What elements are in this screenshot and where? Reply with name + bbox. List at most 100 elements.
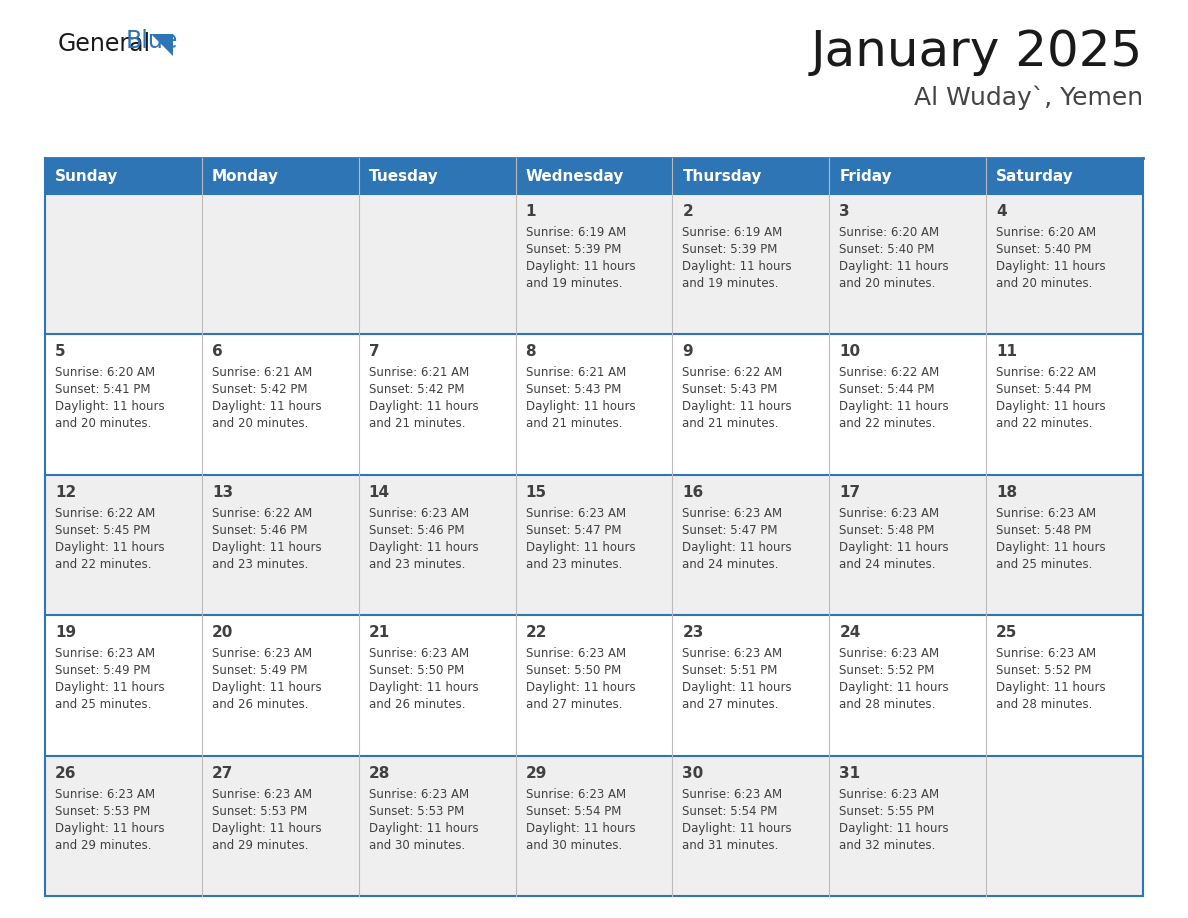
Text: Sunrise: 6:23 AM: Sunrise: 6:23 AM: [525, 647, 626, 660]
Bar: [359, 334, 516, 475]
Text: 15: 15: [525, 485, 546, 499]
Text: Sunrise: 6:22 AM: Sunrise: 6:22 AM: [55, 507, 156, 520]
Text: 22: 22: [525, 625, 546, 640]
Text: Daylight: 11 hours: Daylight: 11 hours: [211, 541, 322, 554]
Text: Sunrise: 6:23 AM: Sunrise: 6:23 AM: [839, 507, 940, 520]
Bar: [829, 475, 986, 615]
Bar: [829, 158, 986, 194]
Text: and 21 minutes.: and 21 minutes.: [368, 418, 466, 431]
Text: Sunset: 5:47 PM: Sunset: 5:47 PM: [682, 524, 778, 537]
Text: and 20 minutes.: and 20 minutes.: [55, 418, 151, 431]
Text: and 27 minutes.: and 27 minutes.: [525, 699, 623, 711]
Text: 7: 7: [368, 344, 379, 360]
Bar: [829, 756, 986, 896]
Text: Blue: Blue: [126, 29, 178, 53]
Text: and 25 minutes.: and 25 minutes.: [55, 699, 151, 711]
Text: Sunset: 5:45 PM: Sunset: 5:45 PM: [55, 524, 151, 537]
Text: and 29 minutes.: and 29 minutes.: [211, 839, 309, 852]
Bar: [359, 475, 516, 615]
Text: Sunrise: 6:23 AM: Sunrise: 6:23 AM: [682, 507, 783, 520]
Text: Sunset: 5:48 PM: Sunset: 5:48 PM: [839, 524, 935, 537]
Polygon shape: [151, 34, 173, 56]
Text: 19: 19: [55, 625, 76, 640]
Text: Wednesday: Wednesday: [525, 169, 624, 184]
Text: 2: 2: [682, 204, 693, 219]
Text: Sunset: 5:53 PM: Sunset: 5:53 PM: [55, 804, 150, 818]
Bar: [202, 194, 359, 334]
Text: and 30 minutes.: and 30 minutes.: [368, 839, 465, 852]
Text: Sunset: 5:55 PM: Sunset: 5:55 PM: [839, 804, 935, 818]
Text: Sunset: 5:41 PM: Sunset: 5:41 PM: [55, 384, 151, 397]
Text: Daylight: 11 hours: Daylight: 11 hours: [211, 822, 322, 834]
Text: Daylight: 11 hours: Daylight: 11 hours: [682, 822, 792, 834]
Text: Sunrise: 6:23 AM: Sunrise: 6:23 AM: [997, 647, 1097, 660]
Text: and 28 minutes.: and 28 minutes.: [997, 699, 1093, 711]
Text: Daylight: 11 hours: Daylight: 11 hours: [368, 681, 479, 694]
Text: 25: 25: [997, 625, 1017, 640]
Text: 20: 20: [211, 625, 233, 640]
Text: 17: 17: [839, 485, 860, 499]
Bar: [986, 158, 1143, 194]
Text: Sunrise: 6:23 AM: Sunrise: 6:23 AM: [211, 647, 312, 660]
Text: Friday: Friday: [839, 169, 892, 184]
Bar: [45, 334, 202, 475]
Text: and 28 minutes.: and 28 minutes.: [839, 699, 936, 711]
Text: Al Wuday`, Yemen: Al Wuday`, Yemen: [914, 86, 1143, 110]
Text: Sunset: 5:42 PM: Sunset: 5:42 PM: [211, 384, 308, 397]
Bar: [45, 756, 202, 896]
Text: Daylight: 11 hours: Daylight: 11 hours: [368, 541, 479, 554]
Text: 27: 27: [211, 766, 233, 780]
Text: Daylight: 11 hours: Daylight: 11 hours: [839, 260, 949, 273]
Text: Thursday: Thursday: [682, 169, 762, 184]
Bar: [45, 158, 202, 194]
Bar: [45, 615, 202, 756]
Bar: [202, 475, 359, 615]
Text: Daylight: 11 hours: Daylight: 11 hours: [368, 822, 479, 834]
Text: Sunrise: 6:23 AM: Sunrise: 6:23 AM: [525, 788, 626, 800]
Bar: [359, 615, 516, 756]
Text: Sunset: 5:52 PM: Sunset: 5:52 PM: [839, 665, 935, 677]
Text: 5: 5: [55, 344, 65, 360]
Text: Daylight: 11 hours: Daylight: 11 hours: [525, 400, 636, 413]
Text: Sunrise: 6:23 AM: Sunrise: 6:23 AM: [368, 647, 469, 660]
Text: Sunrise: 6:22 AM: Sunrise: 6:22 AM: [997, 366, 1097, 379]
Text: Daylight: 11 hours: Daylight: 11 hours: [682, 260, 792, 273]
Text: Sunrise: 6:22 AM: Sunrise: 6:22 AM: [682, 366, 783, 379]
Text: 31: 31: [839, 766, 860, 780]
Text: 28: 28: [368, 766, 390, 780]
Text: January 2025: January 2025: [810, 28, 1143, 76]
Text: Sunset: 5:49 PM: Sunset: 5:49 PM: [55, 665, 151, 677]
Text: Sunrise: 6:20 AM: Sunrise: 6:20 AM: [997, 226, 1097, 239]
Text: 29: 29: [525, 766, 546, 780]
Text: Daylight: 11 hours: Daylight: 11 hours: [839, 400, 949, 413]
Text: Sunset: 5:54 PM: Sunset: 5:54 PM: [682, 804, 778, 818]
Text: Sunset: 5:54 PM: Sunset: 5:54 PM: [525, 804, 621, 818]
Text: Sunset: 5:50 PM: Sunset: 5:50 PM: [525, 665, 621, 677]
Text: Daylight: 11 hours: Daylight: 11 hours: [682, 541, 792, 554]
Text: Sunrise: 6:23 AM: Sunrise: 6:23 AM: [368, 788, 469, 800]
Text: Daylight: 11 hours: Daylight: 11 hours: [525, 681, 636, 694]
Text: Daylight: 11 hours: Daylight: 11 hours: [525, 260, 636, 273]
Bar: [45, 475, 202, 615]
Text: 11: 11: [997, 344, 1017, 360]
Bar: [986, 475, 1143, 615]
Text: Sunset: 5:46 PM: Sunset: 5:46 PM: [211, 524, 308, 537]
Bar: [516, 334, 672, 475]
Text: Sunrise: 6:23 AM: Sunrise: 6:23 AM: [211, 788, 312, 800]
Text: Sunrise: 6:21 AM: Sunrise: 6:21 AM: [368, 366, 469, 379]
Text: Sunset: 5:50 PM: Sunset: 5:50 PM: [368, 665, 465, 677]
Text: and 24 minutes.: and 24 minutes.: [839, 558, 936, 571]
Text: Monday: Monday: [211, 169, 279, 184]
Text: 23: 23: [682, 625, 703, 640]
Text: Sunset: 5:44 PM: Sunset: 5:44 PM: [839, 384, 935, 397]
Bar: [986, 615, 1143, 756]
Bar: [516, 194, 672, 334]
Text: Daylight: 11 hours: Daylight: 11 hours: [55, 681, 165, 694]
Text: Sunrise: 6:20 AM: Sunrise: 6:20 AM: [55, 366, 156, 379]
Text: Daylight: 11 hours: Daylight: 11 hours: [211, 681, 322, 694]
Text: Daylight: 11 hours: Daylight: 11 hours: [55, 822, 165, 834]
Text: Sunset: 5:53 PM: Sunset: 5:53 PM: [368, 804, 465, 818]
Text: 21: 21: [368, 625, 390, 640]
Text: and 32 minutes.: and 32 minutes.: [839, 839, 936, 852]
Text: 12: 12: [55, 485, 76, 499]
